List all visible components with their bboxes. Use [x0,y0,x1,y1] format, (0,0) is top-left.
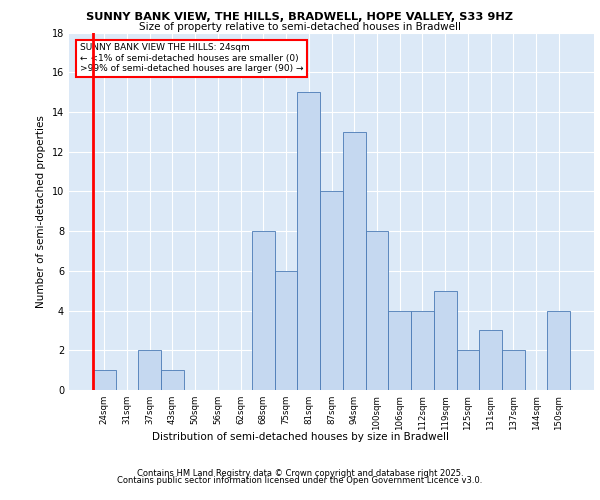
Bar [93,370,116,390]
Text: Distribution of semi-detached houses by size in Bradwell: Distribution of semi-detached houses by … [151,432,449,442]
Bar [161,370,184,390]
Text: Contains HM Land Registry data © Crown copyright and database right 2025.: Contains HM Land Registry data © Crown c… [137,468,463,477]
Text: SUNNY BANK VIEW, THE HILLS, BRADWELL, HOPE VALLEY, S33 9HZ: SUNNY BANK VIEW, THE HILLS, BRADWELL, HO… [86,12,514,22]
Bar [547,310,570,390]
Y-axis label: Number of semi-detached properties: Number of semi-detached properties [36,115,46,308]
Bar [320,192,343,390]
Bar [365,231,388,390]
Bar [502,350,524,390]
Bar [388,310,411,390]
Bar [411,310,434,390]
Bar [479,330,502,390]
Bar [457,350,479,390]
Bar [139,350,161,390]
Bar [275,271,298,390]
Text: SUNNY BANK VIEW THE HILLS: 24sqm
← <1% of semi-detached houses are smaller (0)
>: SUNNY BANK VIEW THE HILLS: 24sqm ← <1% o… [79,43,303,73]
Bar [343,132,365,390]
Bar [434,290,457,390]
Text: Contains public sector information licensed under the Open Government Licence v3: Contains public sector information licen… [118,476,482,485]
Text: Size of property relative to semi-detached houses in Bradwell: Size of property relative to semi-detach… [139,22,461,32]
Bar [298,92,320,390]
Bar [252,231,275,390]
